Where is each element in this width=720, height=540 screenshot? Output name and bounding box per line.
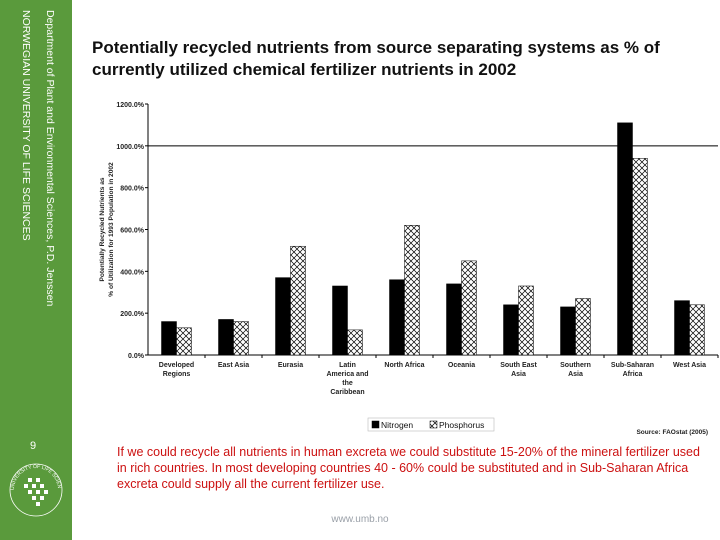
x-tick-label-line: America and — [326, 371, 368, 378]
university-logo-icon: UNIVERSITY OF LIFE SCIENCES — [8, 462, 63, 517]
bar-phosphorus — [233, 321, 249, 356]
legend-label-phosphorus: Phosphorus — [439, 420, 484, 430]
bar-phosphorus — [461, 260, 477, 356]
y-tick-label: 600.0% — [120, 228, 145, 235]
department-text: Department of Plant and Environmental Sc… — [44, 10, 56, 307]
x-tick-label-line: Sub-Saharan — [611, 362, 654, 369]
x-tick-label: Sub-Saharan Africa — [611, 362, 654, 378]
x-tick-label-line: Asia — [511, 371, 526, 378]
x-tick-label-line: Caribbean — [330, 389, 364, 396]
bar-phosphorus — [632, 158, 648, 356]
x-tick-label-line: the — [342, 380, 353, 387]
footer-url[interactable]: www.umb.no — [331, 514, 389, 525]
x-tick-label-line: South East — [500, 362, 537, 369]
y-tick-label: 800.0% — [120, 186, 145, 193]
bar-nitrogen — [389, 279, 405, 356]
x-tick-label: Oceania — [448, 362, 475, 369]
x-tick-label-line: Latin — [339, 362, 356, 369]
x-tick-label-line: Developed — [159, 362, 194, 369]
y-tick-label: 200.0% — [120, 311, 145, 318]
chart-source: Source: FAOstat (2005) — [636, 429, 708, 436]
x-tick-label: Eurasia — [278, 362, 303, 369]
x-tick-label: Latin America and the Caribbean — [326, 362, 368, 396]
bar-nitrogen — [332, 285, 348, 356]
bar-phosphorus — [575, 298, 591, 356]
bar-phosphorus — [518, 285, 534, 356]
university-name: NORWEGIAN UNIVERSITY OF LIFE SCIENCES — [20, 10, 32, 241]
x-tick-label: East Asia — [218, 362, 249, 369]
sidebar: Department of Plant and Environmental Sc… — [0, 0, 72, 540]
legend-swatch-phosphorus — [429, 420, 438, 429]
x-tick-label: North Africa — [384, 362, 424, 369]
y-tick-label: 1000.0% — [116, 144, 144, 151]
slide-title: Potentially recycled nutrients from sour… — [92, 38, 660, 79]
x-tick-label-line: Southern — [560, 362, 591, 369]
x-tick-label-line: North Africa — [384, 362, 424, 369]
legend-label-nitrogen: Nitrogen — [381, 420, 413, 430]
bar-nitrogen — [446, 283, 462, 356]
x-tick-label: Southern Asia — [560, 362, 591, 378]
bar-nitrogen — [674, 300, 690, 356]
bar-phosphorus — [176, 327, 192, 356]
bar-phosphorus — [689, 304, 705, 356]
bar-nitrogen — [275, 277, 291, 356]
bar-phosphorus — [404, 225, 420, 356]
x-tick-label-line: Asia — [568, 371, 583, 378]
y-axis-label-line: % of Utilization for 1993 Population in … — [108, 162, 115, 297]
bar-phosphorus — [290, 245, 306, 356]
bar-nitrogen — [161, 321, 177, 356]
x-tick-label: West Asia — [673, 362, 706, 369]
y-tick-label: 400.0% — [120, 269, 145, 276]
bar-chart: 0.0% 200.0% 400.0% 600.0% 800.0% 1000.0% 1200.… — [99, 102, 719, 436]
slide-number: 9 — [30, 440, 37, 452]
y-axis-label-line: Potentially Recycled Nutrients as — [99, 177, 106, 281]
legend: Nitrogen Phosphorus — [367, 417, 495, 432]
x-tick-label-line: West Asia — [673, 362, 706, 369]
bar-nitrogen — [560, 306, 576, 356]
x-tick-label-line: Oceania — [448, 362, 475, 369]
x-tick-label: Developed Regions — [159, 362, 194, 378]
legend-swatch-nitrogen — [371, 420, 380, 429]
bar-phosphorus — [347, 329, 363, 356]
y-tick-label: 0.0% — [128, 353, 145, 360]
y-axis-label: Potentially Recycled Nutrients as% of Ut… — [99, 162, 115, 297]
y-tick-label: 1200.0% — [116, 102, 144, 109]
x-tick-label-line: East Asia — [218, 362, 249, 369]
bar-nitrogen — [617, 122, 633, 356]
caption-text: If we could recycle all nutrients in hum… — [117, 445, 700, 491]
x-tick-label: South East Asia — [500, 362, 537, 378]
bar-nitrogen — [503, 304, 519, 356]
x-tick-label-line: Eurasia — [278, 362, 303, 369]
x-tick-label-line: Africa — [623, 371, 643, 378]
bar-nitrogen — [218, 319, 234, 356]
x-tick-label-line: Regions — [163, 371, 191, 378]
